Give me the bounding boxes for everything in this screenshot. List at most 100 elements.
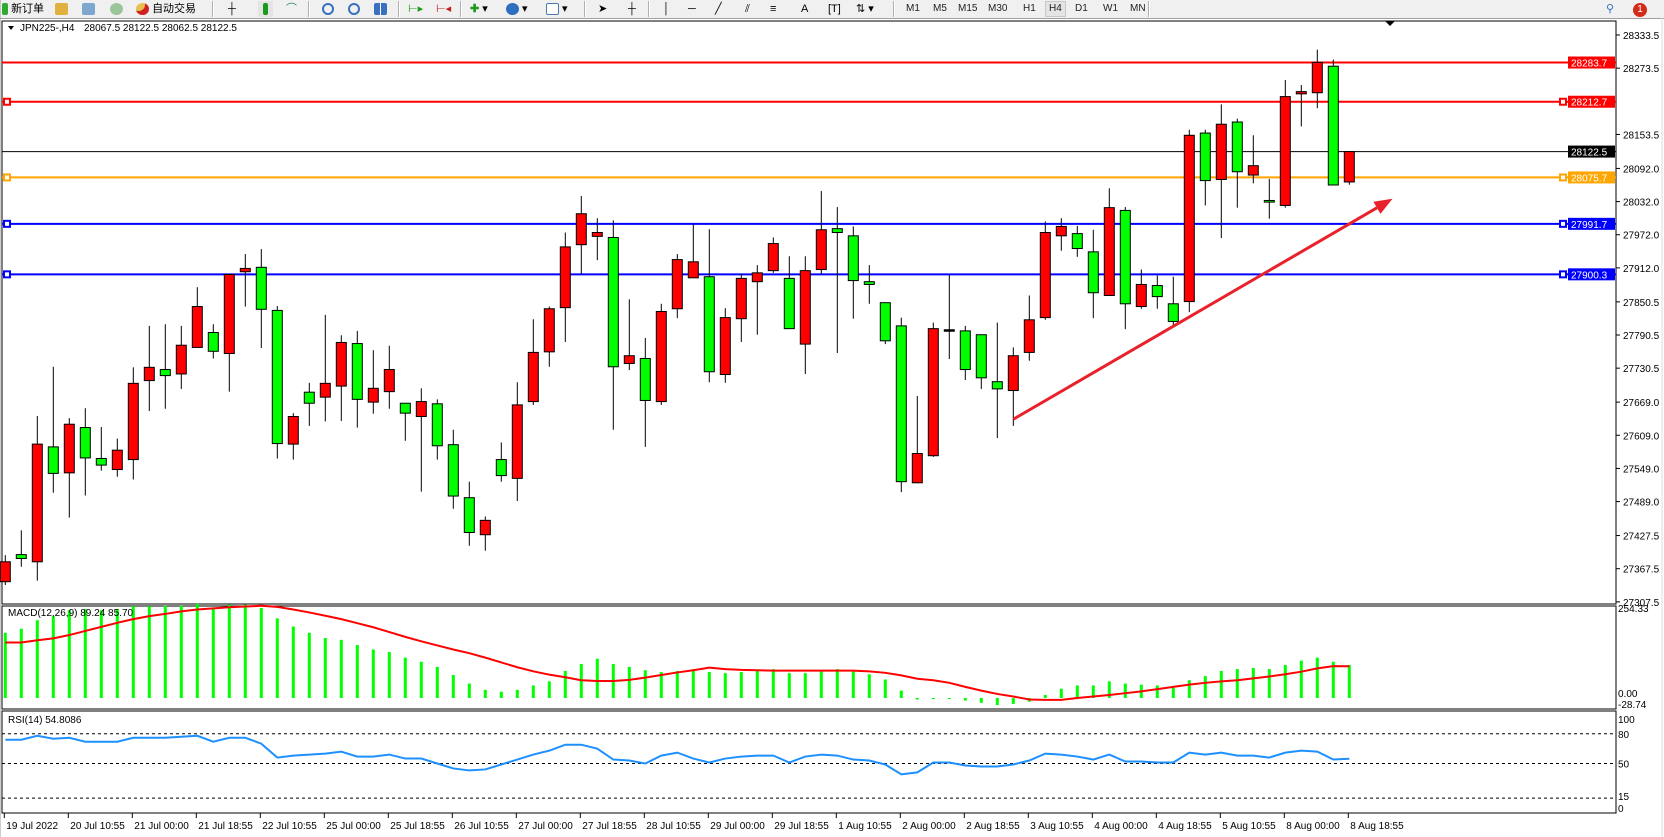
candle[interactable] bbox=[559, 232, 571, 342]
candle[interactable] bbox=[1087, 229, 1099, 319]
candle[interactable] bbox=[287, 413, 299, 460]
timeframe-m30[interactable]: M30 bbox=[988, 3, 1008, 14]
horizontal-line-button[interactable]: ─ bbox=[688, 1, 696, 17]
new-order-button[interactable]: 新订单 bbox=[2, 1, 44, 17]
zoom-in-button[interactable] bbox=[322, 1, 334, 17]
notifications-button[interactable]: 1 bbox=[1633, 1, 1647, 17]
candle[interactable] bbox=[703, 229, 715, 383]
candle[interactable] bbox=[879, 302, 891, 345]
templates-button[interactable]: ▾ bbox=[546, 1, 568, 17]
candle[interactable] bbox=[1023, 295, 1035, 361]
candle[interactable] bbox=[1263, 178, 1275, 219]
cursor-button[interactable]: ➤ bbox=[598, 1, 607, 17]
candle[interactable] bbox=[799, 256, 811, 374]
candle[interactable] bbox=[0, 555, 11, 585]
candle[interactable] bbox=[463, 481, 475, 546]
candle[interactable] bbox=[15, 530, 27, 567]
trend-arrow-line[interactable] bbox=[1012, 206, 1378, 421]
candle[interactable] bbox=[751, 265, 763, 335]
candle[interactable] bbox=[31, 415, 43, 581]
candle[interactable] bbox=[111, 438, 123, 477]
market-watch-button[interactable] bbox=[55, 1, 68, 17]
candle[interactable] bbox=[639, 338, 651, 447]
candle[interactable] bbox=[1103, 188, 1115, 296]
timeframe-m1[interactable]: M1 bbox=[906, 3, 920, 14]
candle[interactable] bbox=[447, 429, 459, 509]
candle[interactable] bbox=[1039, 221, 1051, 320]
crosshair-button[interactable]: ┼ bbox=[628, 1, 636, 17]
candle[interactable] bbox=[431, 399, 443, 460]
candle[interactable] bbox=[271, 305, 283, 459]
line-handle[interactable] bbox=[3, 270, 11, 279]
candle[interactable] bbox=[863, 265, 875, 304]
timeframe-m15[interactable]: M15 bbox=[958, 3, 978, 14]
candle[interactable] bbox=[1183, 129, 1195, 313]
candle[interactable] bbox=[671, 254, 683, 319]
candle[interactable] bbox=[255, 249, 267, 348]
candle[interactable] bbox=[719, 308, 731, 383]
candle[interactable] bbox=[95, 426, 107, 471]
candle[interactable] bbox=[831, 207, 843, 353]
candle[interactable] bbox=[1295, 85, 1307, 127]
candle[interactable] bbox=[687, 224, 699, 279]
line-handle[interactable] bbox=[1559, 173, 1567, 182]
text-label-button[interactable]: [T] bbox=[828, 1, 841, 17]
tile-windows-button[interactable] bbox=[374, 1, 387, 17]
candle[interactable] bbox=[79, 408, 91, 496]
line-handle[interactable] bbox=[1559, 97, 1567, 106]
indicators-button[interactable]: ✚ ▾ bbox=[470, 3, 488, 15]
candle[interactable] bbox=[303, 382, 315, 426]
periods-button[interactable]: ▾ bbox=[506, 1, 528, 17]
line-handle[interactable] bbox=[3, 97, 11, 106]
search-button[interactable]: ⚲ bbox=[1606, 1, 1614, 17]
candle[interactable] bbox=[975, 334, 987, 389]
text-button[interactable]: A bbox=[801, 1, 808, 17]
candle[interactable] bbox=[319, 314, 331, 422]
candle[interactable] bbox=[1007, 347, 1019, 426]
fibonacci-button[interactable]: ≡ bbox=[770, 1, 776, 17]
candle[interactable] bbox=[175, 325, 187, 389]
candle[interactable] bbox=[1055, 218, 1067, 251]
candlestick-button[interactable] bbox=[258, 1, 273, 17]
candle[interactable] bbox=[591, 218, 603, 261]
candle[interactable] bbox=[1279, 80, 1291, 208]
candle[interactable] bbox=[575, 196, 587, 274]
candle[interactable] bbox=[767, 237, 779, 273]
candle[interactable] bbox=[1327, 59, 1339, 186]
chart-shift-button[interactable]: ⊢◂ bbox=[436, 1, 451, 17]
candle[interactable] bbox=[1071, 225, 1083, 257]
candle[interactable] bbox=[399, 402, 411, 441]
candle[interactable] bbox=[911, 396, 923, 484]
timeframe-m5[interactable]: M5 bbox=[933, 3, 947, 14]
line-chart-button[interactable]: ⌒ bbox=[286, 1, 297, 17]
candle[interactable] bbox=[511, 382, 523, 502]
candle[interactable] bbox=[927, 322, 939, 457]
line-handle[interactable] bbox=[1559, 219, 1567, 228]
candle[interactable] bbox=[63, 418, 75, 518]
candle[interactable] bbox=[1199, 129, 1211, 206]
arrows-button[interactable]: ⇅ ▾ bbox=[856, 3, 874, 15]
line-handle[interactable] bbox=[1559, 270, 1567, 279]
candle[interactable] bbox=[47, 366, 59, 493]
navigator-button[interactable] bbox=[82, 1, 95, 17]
candle[interactable] bbox=[479, 516, 491, 551]
timeframe-h4[interactable]: H4 bbox=[1045, 1, 1066, 17]
candle[interactable] bbox=[415, 388, 427, 492]
candle[interactable] bbox=[815, 191, 827, 274]
trendline-button[interactable]: ╱ bbox=[715, 1, 722, 17]
candle[interactable] bbox=[623, 299, 635, 371]
autoscroll-button[interactable]: ⊢▸ bbox=[408, 1, 423, 17]
candle[interactable] bbox=[1343, 151, 1355, 185]
candle[interactable] bbox=[1151, 275, 1163, 309]
candle[interactable] bbox=[735, 273, 747, 342]
zoom-out-button[interactable] bbox=[348, 1, 360, 17]
candle[interactable] bbox=[783, 256, 795, 330]
candle[interactable] bbox=[223, 274, 235, 392]
candle[interactable] bbox=[1247, 135, 1259, 184]
channel-button[interactable]: ⫽ bbox=[745, 1, 750, 17]
candle[interactable] bbox=[207, 324, 219, 359]
line-handle[interactable] bbox=[3, 219, 11, 228]
candle[interactable] bbox=[239, 254, 251, 307]
autotrade-button[interactable]: 自动交易 bbox=[136, 1, 196, 17]
